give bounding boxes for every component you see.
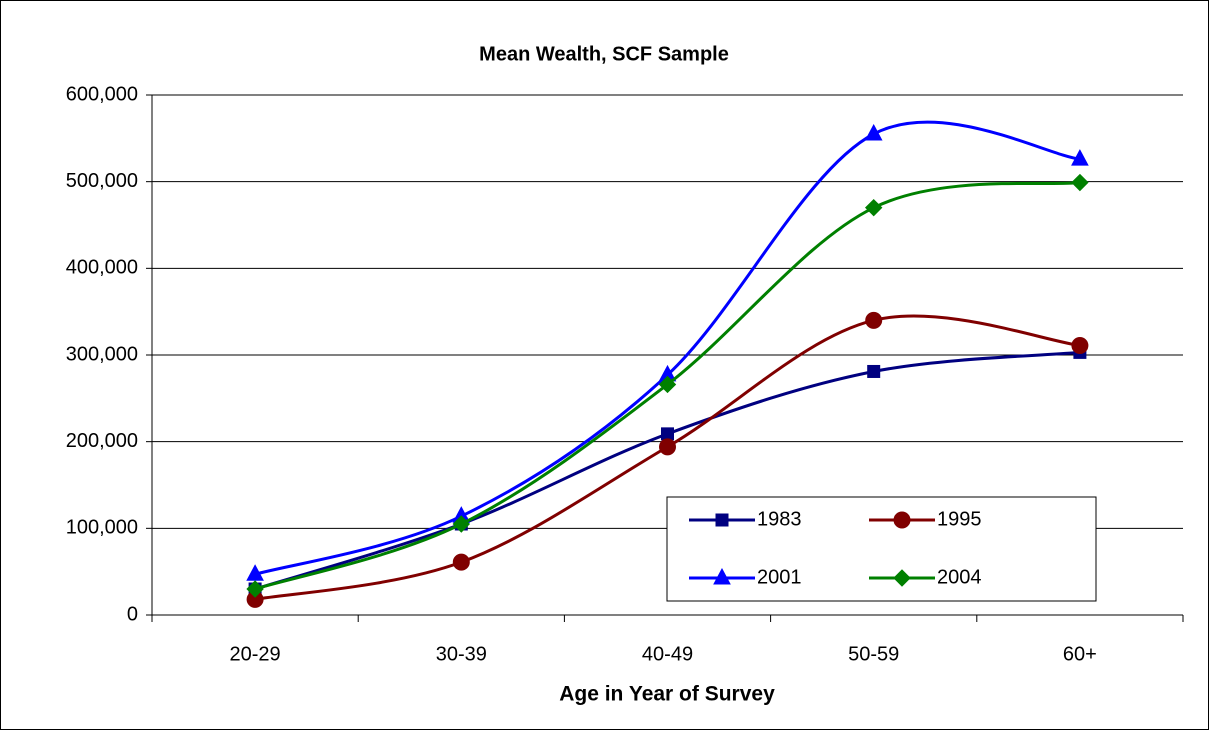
x-tick-label: 50-59 [848, 643, 899, 665]
y-tick-label: 400,000 [66, 257, 138, 279]
y-tick-label: 300,000 [66, 343, 138, 365]
x-tick-label: 60+ [1063, 643, 1097, 665]
y-tick-label: 200,000 [66, 430, 138, 452]
chart-title: Mean Wealth, SCF Sample [479, 43, 729, 65]
series-line [254, 120, 1081, 576]
data-point [1071, 336, 1089, 354]
data-point [864, 123, 883, 141]
y-tick-label: 600,000 [66, 83, 138, 105]
y-tick-label: 100,000 [66, 517, 138, 539]
legend-label: 1983 [757, 508, 802, 530]
data-point [246, 564, 264, 581]
data-point [659, 438, 676, 456]
data-point [867, 364, 881, 378]
x-axis-label: Age in Year of Survey [559, 683, 775, 706]
legend-label: 1995 [937, 508, 982, 530]
data-point [865, 311, 883, 329]
y-tick-label: 0 [127, 603, 138, 625]
legend-marker [893, 569, 911, 587]
legend-label: 2001 [757, 566, 802, 588]
data-point [658, 375, 677, 394]
x-tick-label: 20-29 [230, 643, 281, 665]
data-point [1071, 173, 1089, 192]
legend-box [666, 496, 1097, 602]
data-point [864, 198, 883, 217]
x-tick-label: 40-49 [642, 643, 693, 665]
data-point [452, 515, 471, 533]
x-tick-label: 30-39 [436, 643, 487, 665]
y-tick-label: 500,000 [66, 170, 138, 192]
legend-marker [715, 513, 729, 527]
data-point [1071, 149, 1089, 166]
data-point [452, 553, 470, 571]
legend-label: 2004 [937, 566, 982, 588]
legend-marker [893, 511, 911, 529]
legend-marker [713, 567, 731, 585]
data-point [661, 427, 674, 441]
data-point [246, 580, 264, 598]
